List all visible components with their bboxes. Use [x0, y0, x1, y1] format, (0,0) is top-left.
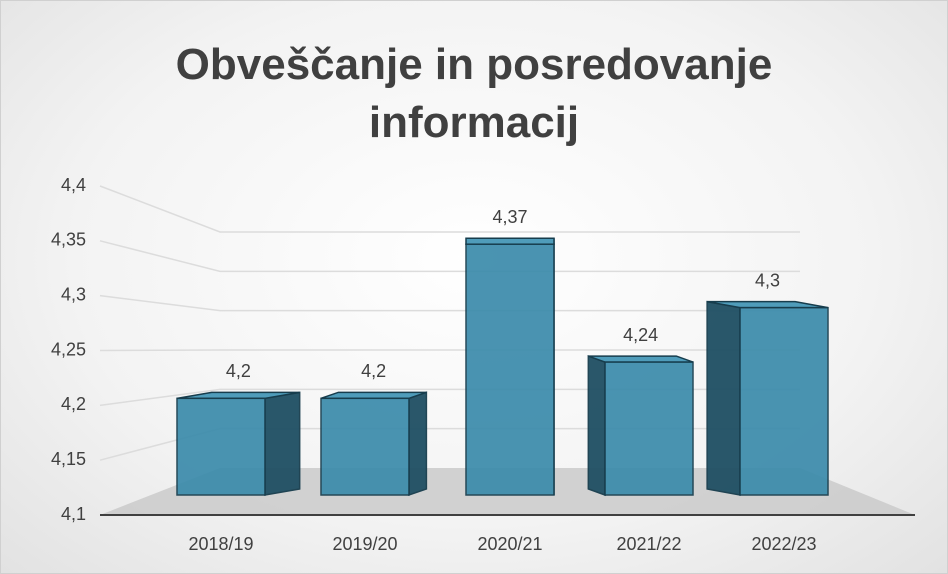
- bar-side: [587, 354, 606, 497]
- bar: [465, 243, 555, 496]
- bar: [739, 306, 829, 496]
- y-tick-label: 4,4: [61, 175, 86, 195]
- bar-side: [264, 391, 301, 496]
- bar-top: [588, 355, 694, 363]
- bar-top: [320, 391, 427, 400]
- y-tick-label: 4,25: [51, 339, 86, 359]
- bar-side: [706, 300, 741, 496]
- x-tick-label: 2022/23: [751, 534, 816, 554]
- y-tick-label: 4,15: [51, 449, 86, 469]
- grid-line: [99, 349, 800, 352]
- grid-line: [99, 240, 800, 273]
- grid-line: [99, 294, 800, 312]
- grid-line: [99, 185, 800, 233]
- y-tick-label: 4,3: [61, 284, 86, 304]
- bar: [320, 397, 410, 496]
- chart-title: Obveščanje in posredovanje informacij: [175, 40, 773, 147]
- y-tick-label: 4,35: [51, 230, 86, 250]
- bar: [176, 397, 266, 496]
- bar-top: [465, 237, 555, 245]
- bar-side: [408, 391, 428, 497]
- x-tick-label: 2018/19: [188, 534, 253, 554]
- data-label: 4,37: [492, 207, 527, 227]
- bar: [604, 361, 694, 496]
- x-tick-label: 2021/22: [616, 534, 681, 554]
- data-label: 4,3: [755, 270, 780, 290]
- data-label: 4,2: [361, 361, 386, 381]
- data-label: 4,2: [226, 361, 251, 381]
- y-tick-label: 4,1: [61, 504, 86, 524]
- data-label: 4,24: [623, 325, 658, 345]
- y-tick-label: 4,2: [61, 394, 86, 414]
- x-tick-label: 2019/20: [332, 534, 397, 554]
- x-tick-label: 2020/21: [477, 534, 542, 554]
